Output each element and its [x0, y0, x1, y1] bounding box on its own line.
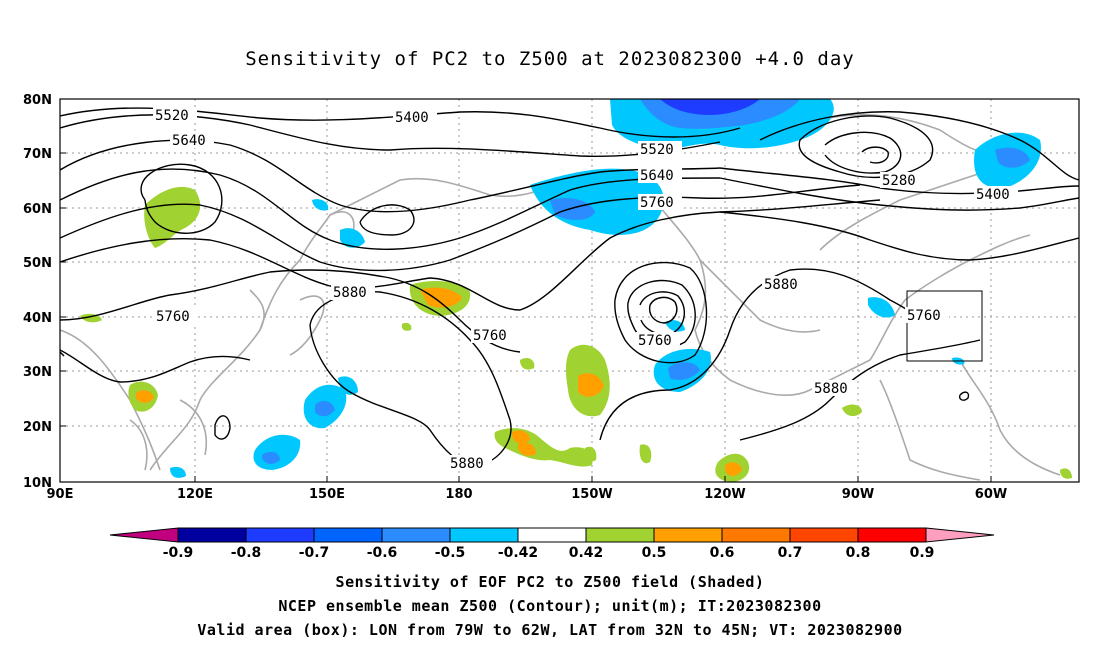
lon-label: 150W: [571, 487, 612, 502]
tick-marks: [60, 152, 992, 482]
colorbar-label: 0.9: [910, 545, 935, 561]
colorbar-label: -0.6: [367, 545, 398, 561]
contour-label: 5880: [814, 381, 848, 397]
lat-label: 60N: [23, 202, 52, 217]
contour-label: 5400: [976, 187, 1010, 203]
colorbar-segment: [245, 527, 315, 543]
colorbar-segment: [857, 527, 927, 543]
colorbar-labels: -0.9 -0.8 -0.7 -0.6 -0.5 -0.42 0.42 0.5 …: [163, 545, 935, 561]
colorbar-label: 0.5: [642, 545, 667, 561]
lon-label: 90W: [842, 487, 874, 502]
colorbar-label: -0.42: [498, 545, 538, 561]
contour-label: 5760: [473, 328, 507, 344]
contour-label: 5640: [172, 133, 206, 149]
colorbar-label: 0.6: [710, 545, 735, 561]
caption-line-3: Valid area (box): LON from 79W to 62W, L…: [197, 621, 903, 639]
valid-area-box: [906, 290, 983, 362]
colorbar-segment: [585, 527, 655, 543]
lon-label: 90E: [47, 487, 74, 502]
lat-label: 10N: [23, 476, 52, 491]
colorbar-label: 0.42: [569, 545, 604, 561]
contour-label: 5880: [450, 456, 484, 472]
lat-label: 40N: [23, 311, 52, 326]
colorbar-label: -0.8: [231, 545, 262, 561]
colorbar-segment: [449, 527, 519, 543]
contour-label: 5520: [155, 108, 189, 124]
colorbar-segment: [313, 527, 383, 543]
lat-label: 50N: [23, 256, 52, 271]
colorbar-under-triangle: [109, 527, 179, 543]
caption-line-1: Sensitivity of EOF PC2 to Z500 field (Sh…: [335, 573, 765, 591]
colorbar-label: -0.7: [299, 545, 330, 561]
contour-label: 5760: [156, 309, 190, 325]
lon-label: 180: [445, 487, 472, 502]
contour-label: 5760: [638, 333, 672, 349]
contour-label: 5640: [640, 168, 674, 184]
lon-label: 120E: [177, 487, 213, 502]
caption-line-2: NCEP ensemble mean Z500 (Contour); unit(…: [278, 597, 822, 615]
contour-label: 5520: [640, 142, 674, 158]
map-title: Sensitivity of PC2 to Z500 at 2023082300…: [245, 48, 855, 70]
colorbar-label: -0.9: [163, 545, 194, 561]
colorbar-over-triangle: [925, 527, 995, 543]
colorbar-label: 0.7: [778, 545, 803, 561]
lat-label: 80N: [23, 93, 52, 108]
lon-label: 60W: [975, 487, 1007, 502]
lon-label: 120W: [704, 487, 745, 502]
colorbar-label: 0.8: [846, 545, 871, 561]
colorbar-segment: [789, 527, 859, 543]
colorbar-label: -0.5: [435, 545, 466, 561]
contour-label: 5400: [395, 110, 429, 126]
lat-label: 30N: [23, 365, 52, 380]
contour-labels: 5520 5400 5640 5520 5640 5760 5280 5400 …: [153, 107, 1018, 472]
colorbar-segment: [177, 527, 247, 543]
contour-label: 5880: [764, 277, 798, 293]
longitude-labels: 90E 120E 150E 180 150W 120W 90W 60W: [47, 487, 1008, 502]
colorbar-segment: [653, 527, 723, 543]
colorbar: [109, 527, 995, 543]
colorbar-segment: [517, 527, 587, 543]
lon-label: 150E: [309, 487, 345, 502]
contour-label: 5760: [907, 308, 941, 324]
colorbar-segment: [721, 527, 791, 543]
contour-label: 5280: [882, 173, 916, 189]
colorbar-segment: [381, 527, 451, 543]
contour-label: 5760: [640, 195, 674, 211]
lat-label: 70N: [23, 147, 52, 162]
latitude-labels: 80N 70N 60N 50N 40N 30N 20N 10N: [23, 93, 52, 491]
contour-label: 5880: [333, 285, 367, 301]
plot-border: [59, 98, 1080, 483]
lat-label: 20N: [23, 420, 52, 435]
